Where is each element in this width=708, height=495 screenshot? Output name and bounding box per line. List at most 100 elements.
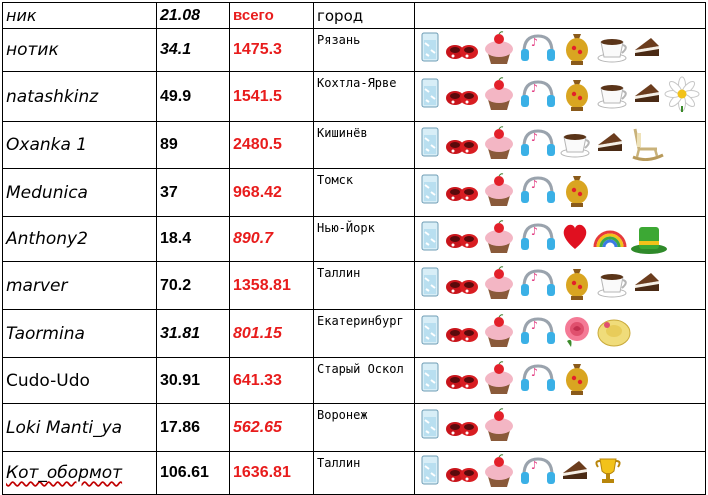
- gifts-cell: ♪: [414, 28, 706, 72]
- day-score-cell: 37: [156, 168, 230, 217]
- table-row: Taormina 31.81 801.15 Екатеринбург ♪: [2, 309, 706, 358]
- cake-slice-icon: [631, 265, 663, 306]
- rose-icon: [559, 313, 595, 354]
- day-score-cell: 70.2: [156, 261, 230, 310]
- table-row: Loki Manti_ya 17.86 562.65 Воронеж: [2, 403, 706, 452]
- rocking-chair-icon: [627, 125, 667, 166]
- coffee-cup-icon: [559, 125, 593, 166]
- green-hat-icon: [629, 219, 669, 260]
- gifts-cell: ♪: [414, 261, 706, 310]
- cupcake-icon: [481, 313, 517, 354]
- nick-cell: Кот_обормот: [2, 451, 157, 495]
- gifts-cell: [414, 403, 706, 452]
- header-total: всего: [229, 2, 314, 29]
- cupcake-icon: [481, 360, 517, 401]
- samovar-icon: [559, 76, 595, 117]
- svg-text:♪: ♪: [531, 459, 538, 472]
- table-row: Oxanka 1 89 2480.5 Кишинёв ♪: [2, 121, 706, 169]
- nick-cell: natashkinz: [2, 71, 157, 122]
- day-score-cell: 18.4: [156, 216, 230, 262]
- headphones-icon: ♪: [518, 313, 558, 354]
- samovar-icon: [559, 265, 595, 306]
- cupcake-icon: [481, 30, 517, 71]
- rainbow-icon: [592, 219, 628, 260]
- day-score-cell: 49.9: [156, 71, 230, 122]
- glass-icon: [417, 407, 443, 448]
- red-shoes-icon: [444, 30, 480, 71]
- red-shoes-icon: [444, 407, 480, 448]
- cake-slice-icon: [631, 76, 663, 117]
- header-nick: ник: [2, 2, 157, 29]
- daisy-icon: [664, 76, 700, 117]
- cupcake-icon: [481, 172, 517, 213]
- trophy-icon: [592, 453, 624, 494]
- nick-cell: Oxanka 1: [2, 121, 157, 169]
- svg-text:♪: ♪: [531, 131, 538, 144]
- cupcake-icon: [481, 76, 517, 117]
- nick-cell: Loki Manti_ya: [2, 403, 157, 452]
- cupcake-icon: [481, 219, 517, 260]
- glass-icon: [417, 30, 443, 71]
- total-score-cell: 1358.81: [229, 261, 314, 310]
- day-score-cell: 31.81: [156, 309, 230, 358]
- cupcake-icon: [481, 407, 517, 448]
- headphones-icon: ♪: [518, 360, 558, 401]
- city-cell: Воронеж: [313, 403, 415, 452]
- glass-icon: [417, 219, 443, 260]
- city-cell: Рязань: [313, 28, 415, 72]
- heart-icon: [559, 219, 591, 260]
- glass-icon: [417, 453, 443, 494]
- glass-icon: [417, 265, 443, 306]
- city-cell: Таллин: [313, 451, 415, 495]
- svg-text:♪: ♪: [531, 366, 538, 379]
- day-score-cell: 89: [156, 121, 230, 169]
- total-score-cell: 1636.81: [229, 451, 314, 495]
- city-cell: Кишинёв: [313, 121, 415, 169]
- svg-text:♪: ♪: [531, 271, 538, 284]
- day-score-cell: 30.91: [156, 357, 230, 404]
- cupcake-icon: [481, 265, 517, 306]
- coffee-cup-icon: [596, 265, 630, 306]
- total-score-cell: 968.42: [229, 168, 314, 217]
- nick-cell: Anthony2: [2, 216, 157, 262]
- gifts-cell: ♪: [414, 216, 706, 262]
- table-row: natashkinz 49.9 1541.5 Кохтла-Ярве ♪: [2, 71, 706, 122]
- samovar-icon: [559, 172, 595, 213]
- headphones-icon: ♪: [518, 265, 558, 306]
- glass-icon: [417, 360, 443, 401]
- gifts-cell: ♪: [414, 168, 706, 217]
- sun-hat-icon: [596, 313, 632, 354]
- glass-icon: [417, 125, 443, 166]
- gifts-cell: ♪: [414, 357, 706, 404]
- city-cell: Екатеринбург: [313, 309, 415, 358]
- total-score-cell: 1541.5: [229, 71, 314, 122]
- coffee-cup-icon: [596, 30, 630, 71]
- svg-text:♪: ♪: [531, 36, 538, 49]
- coffee-cup-icon: [596, 76, 630, 117]
- headphones-icon: ♪: [518, 125, 558, 166]
- red-shoes-icon: [444, 453, 480, 494]
- table-row: нотик 34.1 1475.3 Рязань ♪: [2, 28, 706, 72]
- red-shoes-icon: [444, 313, 480, 354]
- table-row: Cudo-Udo 30.91 641.33 Старый Оскол ♪: [2, 357, 706, 404]
- cupcake-icon: [481, 125, 517, 166]
- total-score-cell: 801.15: [229, 309, 314, 358]
- header-gifts: [414, 2, 706, 29]
- gifts-cell: ♪: [414, 71, 706, 122]
- headphones-icon: ♪: [518, 453, 558, 494]
- red-shoes-icon: [444, 172, 480, 213]
- cake-slice-icon: [594, 125, 626, 166]
- svg-text:♪: ♪: [531, 225, 538, 238]
- header-city: город: [313, 2, 415, 29]
- headphones-icon: ♪: [518, 76, 558, 117]
- table-row: Anthony2 18.4 890.7 Нью-Йорк ♪: [2, 216, 706, 262]
- city-cell: Томск: [313, 168, 415, 217]
- red-shoes-icon: [444, 125, 480, 166]
- gifts-cell: ♪: [414, 309, 706, 358]
- city-cell: Кохтла-Ярве: [313, 71, 415, 122]
- nick-cell: Cudo-Udo: [2, 357, 157, 404]
- cake-slice-icon: [631, 30, 663, 71]
- day-score-cell: 106.61: [156, 451, 230, 495]
- total-score-cell: 562.65: [229, 403, 314, 452]
- cake-slice-icon: [559, 453, 591, 494]
